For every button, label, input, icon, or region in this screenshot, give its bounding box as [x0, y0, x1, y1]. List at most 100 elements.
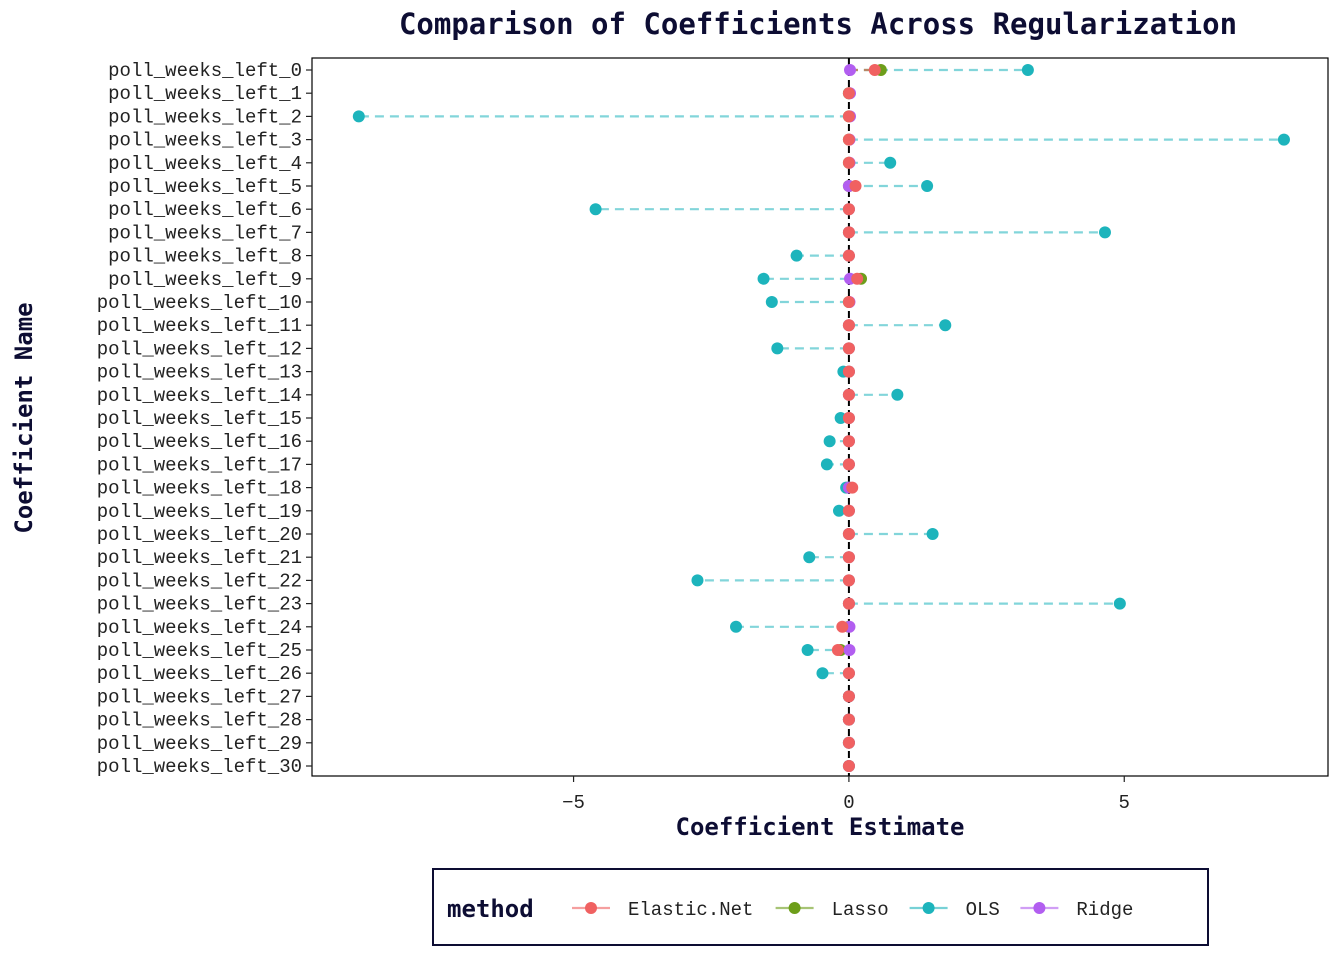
- point-elastic-net-14: [842, 388, 855, 401]
- y-tick-label: poll_weeks_left_24: [97, 617, 302, 639]
- plot-panel-border: [311, 57, 1329, 777]
- point-elastic-net-17: [842, 458, 855, 471]
- point-elastic-net-10: [842, 296, 855, 308]
- point-ols-21: [803, 551, 816, 564]
- point-elastic-net-27: [842, 690, 855, 703]
- point-ols-8: [790, 249, 803, 262]
- point-ridge-25: [843, 644, 856, 656]
- legend-item-ols: OLS: [909, 899, 1000, 921]
- y-tick-label: poll_weeks_left_16: [97, 431, 302, 453]
- point-ols-10: [765, 296, 778, 308]
- point-ols-9: [757, 272, 770, 285]
- point-elastic-net-30: [842, 760, 855, 772]
- y-tick-label: poll_weeks_left_22: [97, 570, 302, 592]
- point-ols-2: [352, 110, 365, 123]
- y-tick-label: poll_weeks_left_26: [97, 663, 302, 685]
- point-elastic-net-3: [842, 133, 855, 146]
- legend-key-point: [1033, 902, 1046, 914]
- point-elastic-net-18: [846, 481, 859, 494]
- y-tick-label: poll_weeks_left_5: [108, 176, 302, 198]
- y-tick-label: poll_weeks_left_1: [108, 83, 302, 105]
- point-elastic-net-1: [842, 87, 855, 100]
- point-ols-20: [926, 528, 939, 540]
- y-tick-label: poll_weeks_left_25: [97, 640, 302, 662]
- point-ols-19: [832, 504, 845, 517]
- point-elastic-net-28: [842, 713, 855, 726]
- y-tick-label: poll_weeks_left_9: [108, 269, 302, 291]
- y-tick-label: poll_weeks_left_8: [108, 246, 302, 268]
- y-tick-label: poll_weeks_left_15: [97, 408, 302, 430]
- point-elastic-net-15: [842, 412, 855, 424]
- y-axis: poll_weeks_left_0poll_weeks_left_1poll_w…: [97, 60, 312, 778]
- y-tick-label: poll_weeks_left_17: [97, 454, 302, 476]
- point-elastic-net-13: [842, 365, 855, 378]
- point-ols-22: [691, 574, 704, 587]
- point-elastic-net-4: [842, 156, 855, 169]
- legend: method Elastic.Net Lasso OLS Ridge: [432, 868, 1209, 946]
- point-elastic-net-19: [842, 504, 855, 517]
- plot-area: [352, 58, 1290, 776]
- point-ols-0: [1021, 64, 1034, 76]
- point-ols-24: [730, 620, 743, 633]
- point-elastic-net-2: [842, 110, 855, 123]
- point-elastic-net-22: [842, 574, 855, 587]
- point-elastic-net-24: [836, 620, 849, 633]
- point-ols-23: [1113, 597, 1126, 610]
- legend-label: OLS: [966, 899, 1000, 921]
- legend-key-point: [585, 902, 597, 914]
- point-elastic-net-21: [842, 551, 855, 564]
- point-elastic-net-16: [842, 435, 855, 448]
- legend-label: Elastic.Net: [628, 899, 753, 921]
- point-elastic-net-7: [842, 226, 855, 239]
- legend-box: [432, 868, 1209, 946]
- legend-title: method: [447, 895, 534, 923]
- y-tick-label: poll_weeks_left_7: [108, 222, 302, 244]
- point-elastic-net-11: [842, 319, 855, 332]
- y-tick-label: poll_weeks_left_18: [97, 478, 302, 500]
- y-tick-label: poll_weeks_left_6: [108, 199, 302, 221]
- y-tick-label: poll_weeks_left_0: [108, 60, 302, 82]
- point-elastic-net-0: [868, 64, 881, 76]
- legend-key-point: [922, 902, 935, 914]
- y-tick-label: poll_weeks_left_10: [97, 292, 302, 314]
- y-tick-label: poll_weeks_left_20: [97, 524, 302, 546]
- point-elastic-net-8: [842, 249, 855, 262]
- point-ols-11: [939, 319, 952, 332]
- point-elastic-net-5: [849, 180, 862, 192]
- legend-label: Lasso: [832, 899, 889, 921]
- y-tick-label: poll_weeks_left_19: [97, 501, 302, 523]
- point-ols-12: [771, 342, 784, 355]
- legend-item-ridge: Ridge: [1020, 899, 1133, 921]
- point-ols-16: [823, 435, 836, 448]
- y-tick-label: poll_weeks_left_23: [97, 594, 302, 616]
- point-ols-17: [820, 458, 833, 471]
- y-tick-label: poll_weeks_left_27: [97, 686, 302, 708]
- y-tick-label: poll_weeks_left_14: [97, 385, 302, 407]
- y-tick-label: poll_weeks_left_28: [97, 710, 302, 732]
- y-axis-title: Coefficient Name: [10, 302, 38, 533]
- point-elastic-net-23: [842, 597, 855, 610]
- y-tick-label: poll_weeks_left_2: [108, 106, 302, 128]
- legend-label: Ridge: [1076, 899, 1133, 921]
- point-elastic-net-29: [842, 736, 855, 749]
- y-tick-label: poll_weeks_left_12: [97, 338, 302, 360]
- legend-key-point: [788, 902, 801, 914]
- point-elastic-net-25: [831, 644, 844, 656]
- y-tick-label: poll_weeks_left_21: [97, 547, 302, 569]
- x-tick-label: 0: [843, 792, 854, 814]
- point-elastic-net-12: [842, 342, 855, 355]
- point-ols-7: [1098, 226, 1111, 239]
- point-ols-4: [884, 156, 897, 169]
- point-elastic-net-20: [842, 528, 855, 540]
- y-tick-label: poll_weeks_left_29: [97, 733, 302, 755]
- point-ols-3: [1277, 133, 1290, 146]
- y-tick-label: poll_weeks_left_30: [97, 756, 302, 778]
- x-tick-label: −5: [562, 792, 585, 814]
- y-tick-label: poll_weeks_left_13: [97, 362, 302, 384]
- point-elastic-net-6: [842, 203, 855, 216]
- point-ols-25: [801, 644, 814, 656]
- point-ols-5: [921, 180, 934, 192]
- point-ols-14: [891, 388, 904, 401]
- y-tick-label: poll_weeks_left_4: [108, 153, 302, 175]
